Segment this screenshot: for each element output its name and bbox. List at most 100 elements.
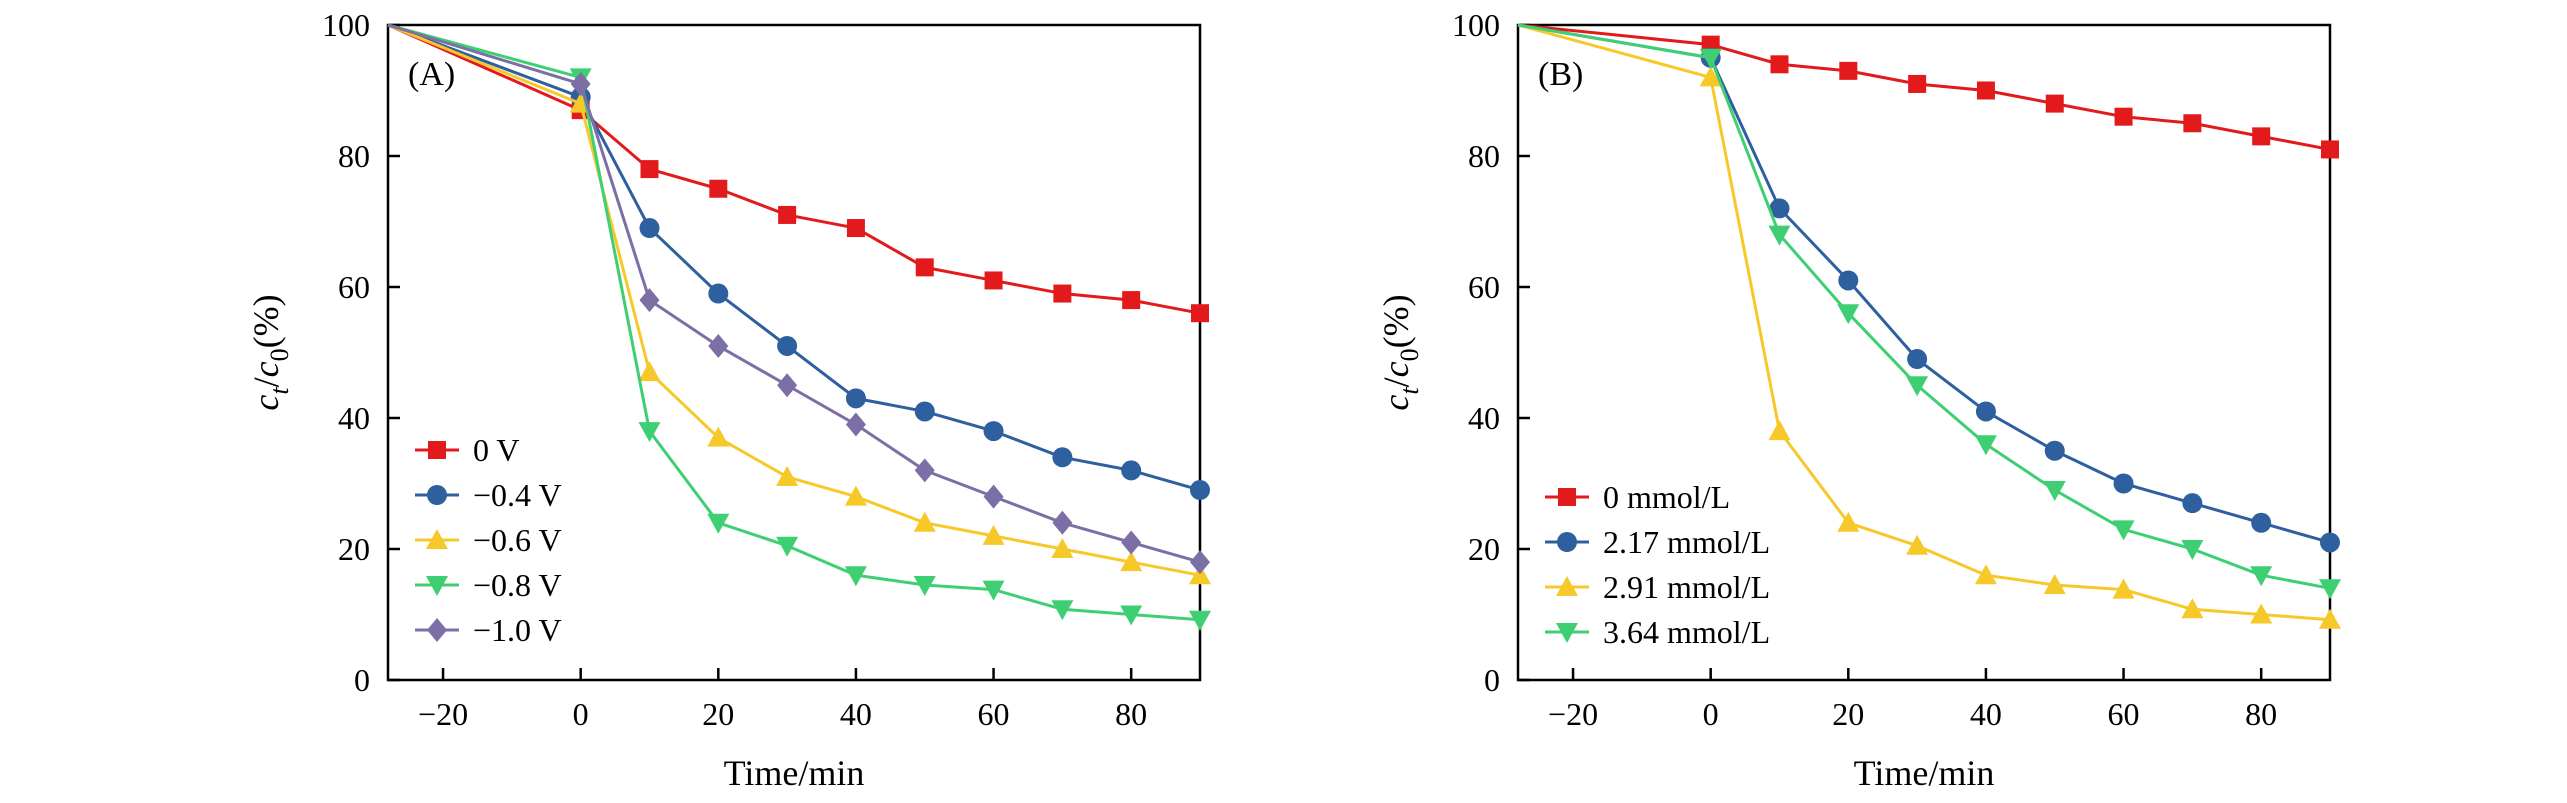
legend-marker xyxy=(1557,532,1577,552)
y-axis-label: ct/c0(%) xyxy=(1376,294,1424,410)
data-point xyxy=(915,258,934,277)
data-point xyxy=(983,484,1004,509)
data-point xyxy=(984,271,1003,290)
data-point xyxy=(639,288,660,313)
data-point xyxy=(1189,564,1211,585)
data-point xyxy=(1699,66,1722,87)
data-point xyxy=(1768,225,1791,246)
data-point xyxy=(638,361,661,382)
legend-marker xyxy=(427,618,447,642)
data-point xyxy=(982,524,1005,545)
data-point xyxy=(1976,81,1995,100)
data-point xyxy=(2043,481,2066,502)
data-point xyxy=(844,566,867,587)
y-axis-label-part: 0 xyxy=(1395,348,1424,361)
y-tick-label: 40 xyxy=(338,400,370,436)
data-point xyxy=(709,179,728,198)
data-point xyxy=(639,218,660,239)
legend-label: 0 V xyxy=(473,432,520,468)
y-axis-label-part: / xyxy=(1376,377,1416,387)
x-tick-label: 80 xyxy=(2245,696,2277,732)
legend-item: 3.64 mmol/L xyxy=(1545,614,1770,650)
data-point xyxy=(1120,551,1143,572)
series-1 xyxy=(387,23,1210,501)
data-point xyxy=(1837,511,1860,532)
data-point xyxy=(638,422,661,443)
series-2 xyxy=(1517,23,2341,629)
data-point xyxy=(1120,605,1143,626)
legend-item: −0.6 V xyxy=(415,522,562,558)
data-point xyxy=(2320,532,2340,553)
x-tick-label: 60 xyxy=(978,696,1010,732)
plot-frame xyxy=(386,23,1202,682)
legend-marker xyxy=(1556,576,1578,596)
legend-marker xyxy=(1558,488,1576,506)
data-point xyxy=(2045,94,2064,113)
legend-label: −0.6 V xyxy=(473,522,562,558)
data-point xyxy=(914,458,935,483)
data-point xyxy=(1190,480,1210,501)
legend-label: −0.8 V xyxy=(473,567,562,603)
series-1 xyxy=(1517,23,2340,553)
data-point xyxy=(1974,564,1997,585)
legend-item: −0.4 V xyxy=(415,477,562,513)
x-tick-label: −20 xyxy=(1548,696,1598,732)
y-axis-label-part: (%) xyxy=(246,294,286,348)
data-point xyxy=(640,160,659,179)
legend-label: 2.17 mmol/L xyxy=(1603,524,1770,560)
legend-marker xyxy=(426,529,448,549)
data-point xyxy=(1770,55,1789,74)
y-tick-label: 80 xyxy=(338,138,370,174)
data-point xyxy=(2181,598,2204,619)
data-point xyxy=(2319,579,2341,600)
data-point xyxy=(777,335,798,356)
data-point xyxy=(1907,349,1928,370)
y-tick-label: 100 xyxy=(322,7,370,43)
data-point xyxy=(1053,284,1072,303)
data-point xyxy=(708,333,729,358)
y-axis-label-part: / xyxy=(246,377,286,387)
data-point xyxy=(2321,140,2339,159)
series-0 xyxy=(1517,23,2339,159)
data-point xyxy=(1121,530,1142,555)
data-point xyxy=(2183,114,2202,133)
y-tick-label: 60 xyxy=(338,269,370,305)
data-point xyxy=(776,465,799,486)
x-tick-label: 0 xyxy=(1703,696,1719,732)
panel-label: (B) xyxy=(1538,56,1583,93)
data-point xyxy=(1838,270,1859,291)
x-tick-label: 20 xyxy=(702,696,734,732)
series-3 xyxy=(1517,23,2341,600)
legend-label: −0.4 V xyxy=(473,477,562,513)
data-point xyxy=(1051,538,1074,558)
data-point xyxy=(2114,107,2133,126)
chart-panel-b: −20 0 20 40 60 80020406080100Time/minct/c0(%)… xyxy=(1376,7,2341,793)
series-line xyxy=(387,23,1201,315)
data-point xyxy=(845,388,866,409)
y-axis-label-part: (%) xyxy=(1376,294,1416,348)
y-axis-label-part: 0 xyxy=(265,348,294,361)
y-tick-label: 0 xyxy=(354,662,370,698)
data-point xyxy=(1769,198,1790,219)
data-point xyxy=(845,412,866,437)
data-point xyxy=(2043,574,2066,595)
data-point xyxy=(1699,48,1722,69)
plot-frame xyxy=(1516,23,2332,682)
chart-panel-a: −20 0 20 40 60 80020406080100Time/minct/c0(%)… xyxy=(246,7,1211,793)
x-tick-label: 40 xyxy=(840,696,872,732)
data-point xyxy=(914,401,935,422)
data-point xyxy=(2319,608,2341,629)
data-point xyxy=(1906,534,1929,555)
y-axis-label-part: c xyxy=(1376,361,1416,377)
y-axis-label-part: c xyxy=(246,395,286,411)
legend-label: 0 mmol/L xyxy=(1603,479,1730,515)
y-tick-label: 60 xyxy=(1468,269,1500,305)
data-point xyxy=(2113,473,2134,494)
data-point xyxy=(2252,127,2271,146)
series-3 xyxy=(387,23,1211,631)
y-tick-label: 40 xyxy=(1468,400,1500,436)
legend-item: 2.91 mmol/L xyxy=(1545,569,1770,605)
y-axis-label-part: t xyxy=(265,387,294,395)
data-point xyxy=(708,283,729,304)
